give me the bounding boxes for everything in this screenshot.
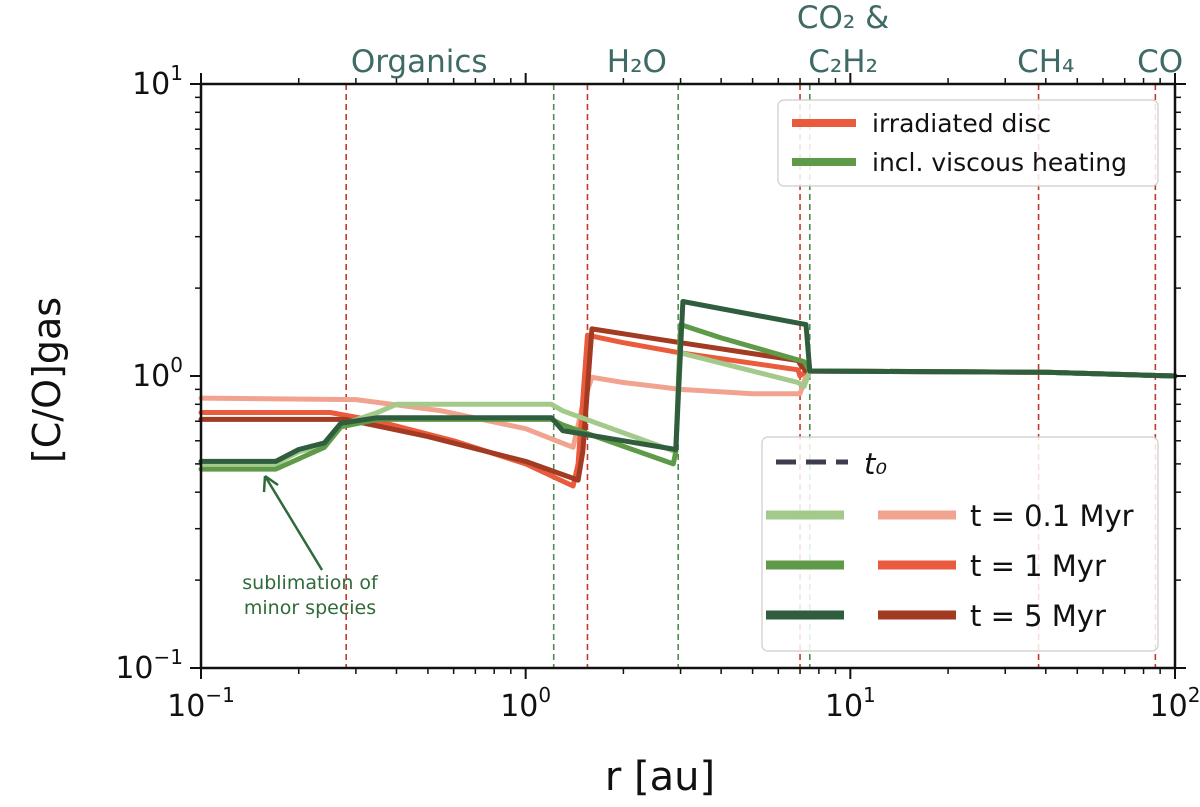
y-axis: 10−1 100 101 xyxy=(115,61,1186,686)
series-line-2 xyxy=(198,326,1178,483)
series-line-5 xyxy=(198,299,1178,464)
legend-t0-label: t₀ xyxy=(864,447,887,481)
annotation-line-2: minor species xyxy=(244,597,376,619)
x-axis-label: r [au] xyxy=(605,754,715,800)
x-axis: 10−1 100 101 102 xyxy=(167,73,1200,724)
legend-top-label-0: irradiated disc xyxy=(872,109,1051,138)
legend-top: irradiated disc incl. viscous heating xyxy=(777,99,1159,187)
annotation-arrowhead-icon xyxy=(262,474,279,493)
series-line-4 xyxy=(198,322,1178,472)
y-tick-label-2: 101 xyxy=(132,61,183,102)
x-tick-label-3: 102 xyxy=(1150,683,1200,724)
legend-time-label-2: t = 5 Myr xyxy=(970,599,1106,633)
series-line-1 xyxy=(198,332,1178,489)
legend-top-label-1: incl. viscous heating xyxy=(872,148,1127,177)
series-line-0 xyxy=(198,368,1178,450)
legend-time-label-1: t = 1 Myr xyxy=(970,549,1106,583)
snowline-labels: Organics H₂O CO₂ & C₂H₂ CH₄ CO xyxy=(351,0,1183,80)
snowline-label-1: H₂O xyxy=(607,44,667,80)
snowline-label-5: CO xyxy=(1137,44,1183,80)
legend-bottom-frame xyxy=(761,436,1159,652)
legend-time-label-0: t = 0.1 Myr xyxy=(970,499,1134,533)
snowline-label-4: CH₄ xyxy=(1017,44,1074,80)
y-tick-label-1: 100 xyxy=(132,353,183,394)
y-axis-label: [C/O]gas xyxy=(25,297,69,463)
snowline-label-2: CO₂ & xyxy=(797,0,890,36)
snowline-label-0: Organics xyxy=(351,44,488,80)
legend-top-frame xyxy=(777,99,1159,187)
x-tick-label-0: 10−1 xyxy=(167,683,235,724)
annotation-line-1: sublimation of xyxy=(242,572,379,594)
annotation-arrow-line xyxy=(263,475,324,571)
series-lines xyxy=(198,299,1178,489)
x-tick-label-1: 100 xyxy=(500,683,551,724)
annotation-sublimation: sublimation of minor species xyxy=(242,474,379,619)
snowline-label-3: C₂H₂ xyxy=(808,44,878,80)
x-tick-label-2: 101 xyxy=(825,683,876,724)
legend-bottom: t₀ t = 0.1 Myr t = 1 Myr t = 5 Myr xyxy=(761,436,1159,652)
y-tick-label-0: 10−1 xyxy=(115,645,183,686)
